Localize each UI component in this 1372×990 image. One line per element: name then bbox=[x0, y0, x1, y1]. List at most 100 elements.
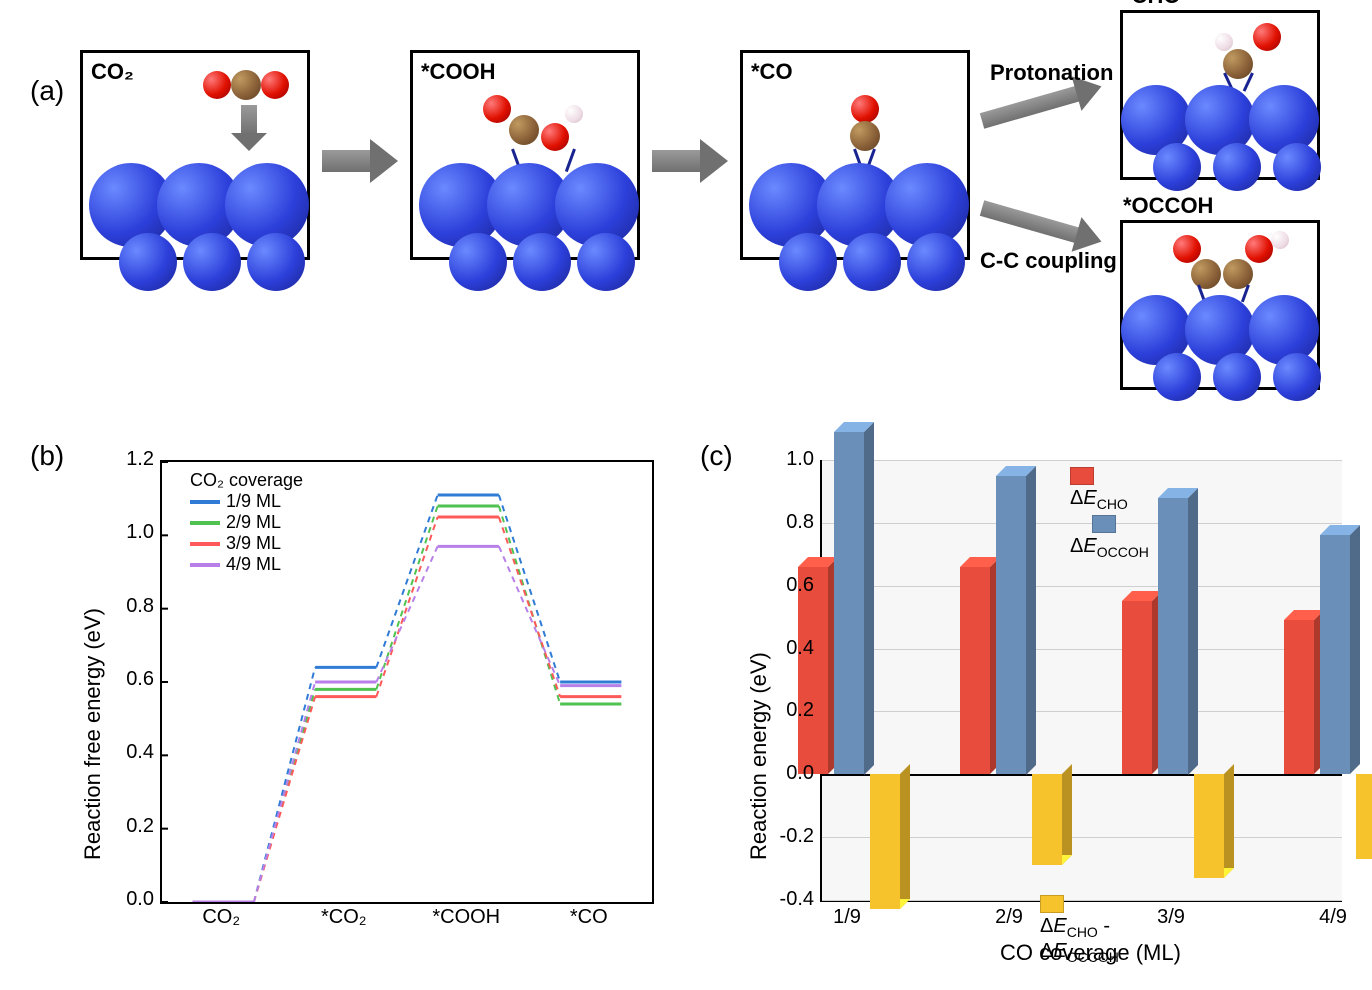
mol-label-co: *CO bbox=[751, 59, 793, 85]
legend-item: 2/9 ML bbox=[190, 512, 303, 533]
cu-atom bbox=[843, 233, 901, 291]
legend-top: ΔECHO ΔEOCCOH bbox=[1070, 464, 1149, 560]
path-protonation-label: Protonation bbox=[990, 60, 1113, 86]
cu-atom bbox=[1249, 85, 1319, 155]
cu-atom bbox=[1153, 353, 1201, 401]
gridline bbox=[822, 460, 1342, 461]
mol-box-cooh: *COOH bbox=[410, 50, 640, 260]
oxygen-atom bbox=[483, 95, 511, 123]
panel-b-xtick: *COOH bbox=[421, 906, 511, 929]
panel-b-ytick: 0.6 bbox=[110, 668, 154, 691]
right-arrow-head bbox=[370, 139, 398, 183]
bar bbox=[1284, 620, 1324, 774]
panel-b-legend: CO₂ coverage1/9 ML2/9 ML3/9 ML4/9 ML bbox=[190, 470, 303, 575]
right-arrow-shaft bbox=[322, 150, 372, 172]
carbon-atom bbox=[509, 115, 539, 145]
panel-b-ytick: 1.2 bbox=[110, 448, 154, 471]
panel-a: CO₂ *COOH bbox=[20, 20, 1352, 400]
oxygen-atom bbox=[851, 95, 879, 123]
cu-atom bbox=[513, 233, 571, 291]
panel-b-xtick: *CO bbox=[544, 906, 634, 929]
cu-atom bbox=[1249, 295, 1319, 365]
panel-b-ytick: 0.4 bbox=[110, 741, 154, 764]
panel-c-ytick: 0.2 bbox=[770, 699, 814, 722]
legend-item: 3/9 ML bbox=[190, 533, 303, 554]
down-arrow-shaft bbox=[241, 105, 257, 135]
panel-c-ytick: 0.0 bbox=[770, 762, 814, 785]
legend-item: 1/9 ML bbox=[190, 491, 303, 512]
bar bbox=[1032, 774, 1072, 865]
cu-atom bbox=[183, 233, 241, 291]
legend-title: CO₂ coverage bbox=[190, 470, 303, 491]
cu-atom bbox=[449, 233, 507, 291]
legend-item-label: ΔECHO - ΔEOCCOH bbox=[1040, 915, 1119, 962]
panel-b-label: (b) bbox=[30, 440, 64, 472]
carbon-atom bbox=[231, 70, 261, 100]
figure-root: (a) CO₂ *COOH bbox=[20, 20, 1352, 400]
carbon-atom bbox=[850, 121, 880, 151]
bar bbox=[960, 567, 1000, 774]
legend-item-label: ΔECHO bbox=[1070, 487, 1128, 509]
mol-label-cho: *CHO bbox=[1123, 0, 1180, 9]
panel-b-ytick: 0.2 bbox=[110, 815, 154, 838]
gridline bbox=[822, 649, 1342, 650]
panel-b-ytick: 0.8 bbox=[110, 595, 154, 618]
hydrogen-atom bbox=[565, 105, 583, 123]
bar bbox=[1320, 535, 1360, 774]
cu-atom bbox=[1213, 143, 1261, 191]
cu-atom bbox=[577, 233, 635, 291]
panel-b-xtick: *CO₂ bbox=[299, 906, 389, 929]
panel-b-ytick: 0.0 bbox=[110, 888, 154, 911]
panel-c-ytick: -0.4 bbox=[770, 888, 814, 911]
carbon-atom bbox=[1191, 259, 1221, 289]
gridline bbox=[822, 586, 1342, 587]
panel-c-ytick: -0.2 bbox=[770, 825, 814, 848]
oxygen-atom bbox=[541, 123, 569, 151]
right-arrow-head bbox=[700, 139, 728, 183]
mol-box-cho: *CHO bbox=[1120, 10, 1320, 180]
panel-b: Reaction free energy (eV) 0.0 0.2 0.4 0.6 0.… bbox=[70, 440, 670, 960]
panel-c-ytick: 1.0 bbox=[770, 448, 814, 471]
legend-item-label: ΔEOCCOH bbox=[1070, 535, 1149, 557]
panel-c-xtick: 3/9 bbox=[1141, 906, 1201, 929]
panel-c-xtick: 4/9 bbox=[1303, 906, 1363, 929]
panel-b-ylabel: Reaction free energy (eV) bbox=[80, 608, 106, 860]
oxygen-atom bbox=[203, 71, 231, 99]
oxygen-atom bbox=[1253, 23, 1281, 51]
panel-c-ytick: 0.8 bbox=[770, 511, 814, 534]
panel-c-xtick: 2/9 bbox=[979, 906, 1039, 929]
oxygen-atom bbox=[261, 71, 289, 99]
mol-label-co2: CO₂ bbox=[91, 59, 134, 85]
panel-c-ytick: 0.6 bbox=[770, 574, 814, 597]
panel-c-ylabel: Reaction energy (eV) bbox=[746, 652, 772, 860]
oxygen-atom bbox=[1245, 235, 1273, 263]
bar bbox=[798, 567, 838, 774]
cu-atom bbox=[907, 233, 965, 291]
cu-atom bbox=[1213, 353, 1261, 401]
bar bbox=[996, 476, 1036, 775]
cu-atom bbox=[247, 233, 305, 291]
hydrogen-atom bbox=[1271, 231, 1289, 249]
bar bbox=[834, 432, 874, 775]
gridline bbox=[822, 711, 1342, 712]
bar bbox=[1158, 498, 1198, 775]
legend-item: 4/9 ML bbox=[190, 554, 303, 575]
bar bbox=[1356, 774, 1372, 859]
panel-c-label: (c) bbox=[700, 440, 733, 472]
hydrogen-atom bbox=[1215, 33, 1233, 51]
cu-atom bbox=[119, 233, 177, 291]
mol-label-cooh: *COOH bbox=[421, 59, 496, 85]
oxygen-atom bbox=[1173, 235, 1201, 263]
mol-box-co2: CO₂ bbox=[80, 50, 310, 260]
legend-bottom: ΔECHO - ΔEOCCOH bbox=[1040, 892, 1119, 965]
mol-box-occoh: *OCCOH bbox=[1120, 220, 1320, 390]
path-cc-coupling-label: C-C coupling bbox=[980, 248, 1117, 274]
panel-b-ytick: 1.0 bbox=[110, 521, 154, 544]
panel-c: Reaction energy (eV) -0.4 -0.2 0.0 0.2 0.4 0.… bbox=[740, 440, 1360, 980]
cu-atom bbox=[1273, 353, 1321, 401]
bar bbox=[1122, 601, 1162, 774]
cu-atom bbox=[779, 233, 837, 291]
panel-c-ytick: 0.4 bbox=[770, 637, 814, 660]
panel-b-xtick: CO₂ bbox=[176, 906, 266, 929]
branch-arrow-down bbox=[980, 200, 1081, 243]
